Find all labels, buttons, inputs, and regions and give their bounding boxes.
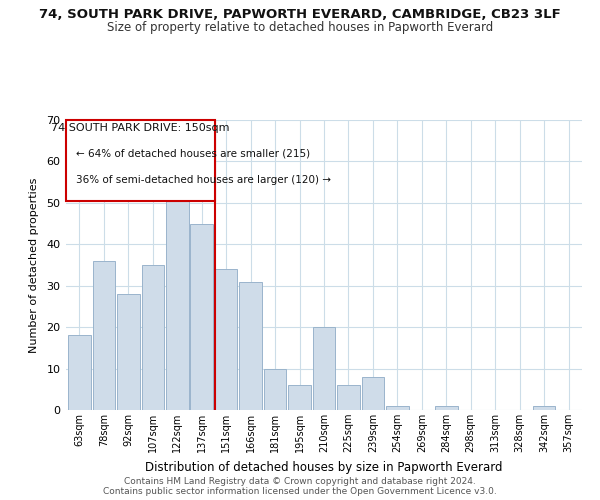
Bar: [533, 406, 556, 410]
Bar: [313, 327, 335, 410]
Text: 36% of semi-detached houses are larger (120) →: 36% of semi-detached houses are larger (…: [76, 175, 331, 185]
Text: 74 SOUTH PARK DRIVE: 150sqm: 74 SOUTH PARK DRIVE: 150sqm: [51, 123, 230, 133]
Bar: [92, 261, 115, 410]
Bar: [264, 368, 286, 410]
Bar: [68, 336, 91, 410]
Bar: [362, 377, 384, 410]
X-axis label: Distribution of detached houses by size in Papworth Everard: Distribution of detached houses by size …: [145, 460, 503, 473]
Text: Contains public sector information licensed under the Open Government Licence v3: Contains public sector information licen…: [103, 487, 497, 496]
Bar: [337, 385, 360, 410]
Text: 74, SOUTH PARK DRIVE, PAPWORTH EVERARD, CAMBRIDGE, CB23 3LF: 74, SOUTH PARK DRIVE, PAPWORTH EVERARD, …: [39, 8, 561, 20]
Y-axis label: Number of detached properties: Number of detached properties: [29, 178, 40, 352]
FancyBboxPatch shape: [66, 120, 215, 201]
Text: ← 64% of detached houses are smaller (215): ← 64% of detached houses are smaller (21…: [76, 149, 310, 159]
Bar: [142, 265, 164, 410]
Bar: [215, 269, 238, 410]
Text: Contains HM Land Registry data © Crown copyright and database right 2024.: Contains HM Land Registry data © Crown c…: [124, 477, 476, 486]
Bar: [166, 174, 188, 410]
Bar: [288, 385, 311, 410]
Bar: [386, 406, 409, 410]
Text: Size of property relative to detached houses in Papworth Everard: Size of property relative to detached ho…: [107, 21, 493, 34]
Bar: [190, 224, 213, 410]
Bar: [239, 282, 262, 410]
Bar: [435, 406, 458, 410]
Bar: [117, 294, 140, 410]
